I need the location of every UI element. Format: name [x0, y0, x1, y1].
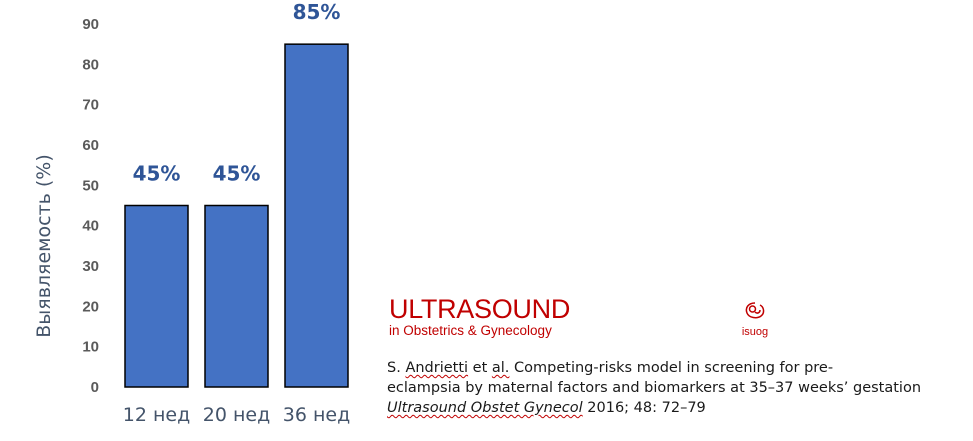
journal-logo: ULTRASOUND in Obstetrics & Gynecology [389, 295, 570, 339]
isuog-logo: isuog [733, 301, 777, 338]
fetus-logo-icon [745, 302, 765, 319]
bar-chart: 0 10 20 30 40 50 60 70 80 90 45% 45% 85% 12 нед 20 н… [33, 0, 350, 426]
bar-data-label: 45% [133, 162, 181, 186]
y-tick-label: 50 [82, 177, 99, 194]
citation-line-2: eclampsia by maternal factors and biomar… [387, 380, 922, 396]
citation-volume: 2016; 48: 72–79 [582, 400, 706, 416]
y-tick-label: 60 [82, 137, 99, 154]
y-axis-ticks: 0 10 20 30 40 50 60 70 80 90 [82, 16, 99, 396]
bar [124, 204, 189, 388]
data-labels: 45% 45% 85% [133, 0, 341, 185]
y-axis-title: Выявляемость (%) [33, 154, 55, 338]
journal-title: ULTRASOUND [389, 294, 571, 324]
category-label: 20 нед [203, 404, 270, 426]
y-tick-label: 10 [82, 339, 99, 356]
category-label: 36 нед [283, 404, 350, 426]
citation-journal: Ultrasound Obstet Gynecol [387, 400, 583, 416]
y-tick-label: 80 [82, 56, 99, 73]
y-tick-label: 90 [82, 16, 99, 33]
citation: S. Andrietti et al. Competing-risks mode… [387, 358, 967, 418]
bars [124, 43, 349, 388]
citation-etal: al. [491, 360, 510, 376]
bar-data-label: 45% [213, 162, 261, 186]
y-tick-label: 30 [82, 258, 99, 275]
y-tick-label: 0 [91, 379, 99, 396]
isuog-text: isuog [741, 326, 769, 338]
bar [284, 43, 349, 388]
citation-author: Andrietti [405, 360, 469, 376]
y-tick-label: 40 [82, 218, 99, 235]
journal-subtitle: in Obstetrics & Gynecology [389, 323, 552, 338]
citation-author-mid: et [468, 360, 492, 376]
y-tick-label: 70 [82, 97, 99, 114]
bar [204, 204, 269, 388]
category-labels: 12 нед 20 нед 36 нед [123, 404, 350, 426]
category-label: 12 нед [123, 404, 190, 426]
citation-line-1: S. Andrietti et al. Competing-risks mode… [387, 358, 967, 378]
bar-data-label: 85% [293, 0, 341, 24]
citation-title-part1: Competing-risks model in screening for p… [509, 360, 834, 376]
citation-line-3: Ultrasound Obstet Gynecol 2016; 48: 72–7… [387, 398, 967, 418]
citation-author-prefix: S. [387, 360, 406, 376]
y-tick-label: 20 [82, 298, 99, 315]
